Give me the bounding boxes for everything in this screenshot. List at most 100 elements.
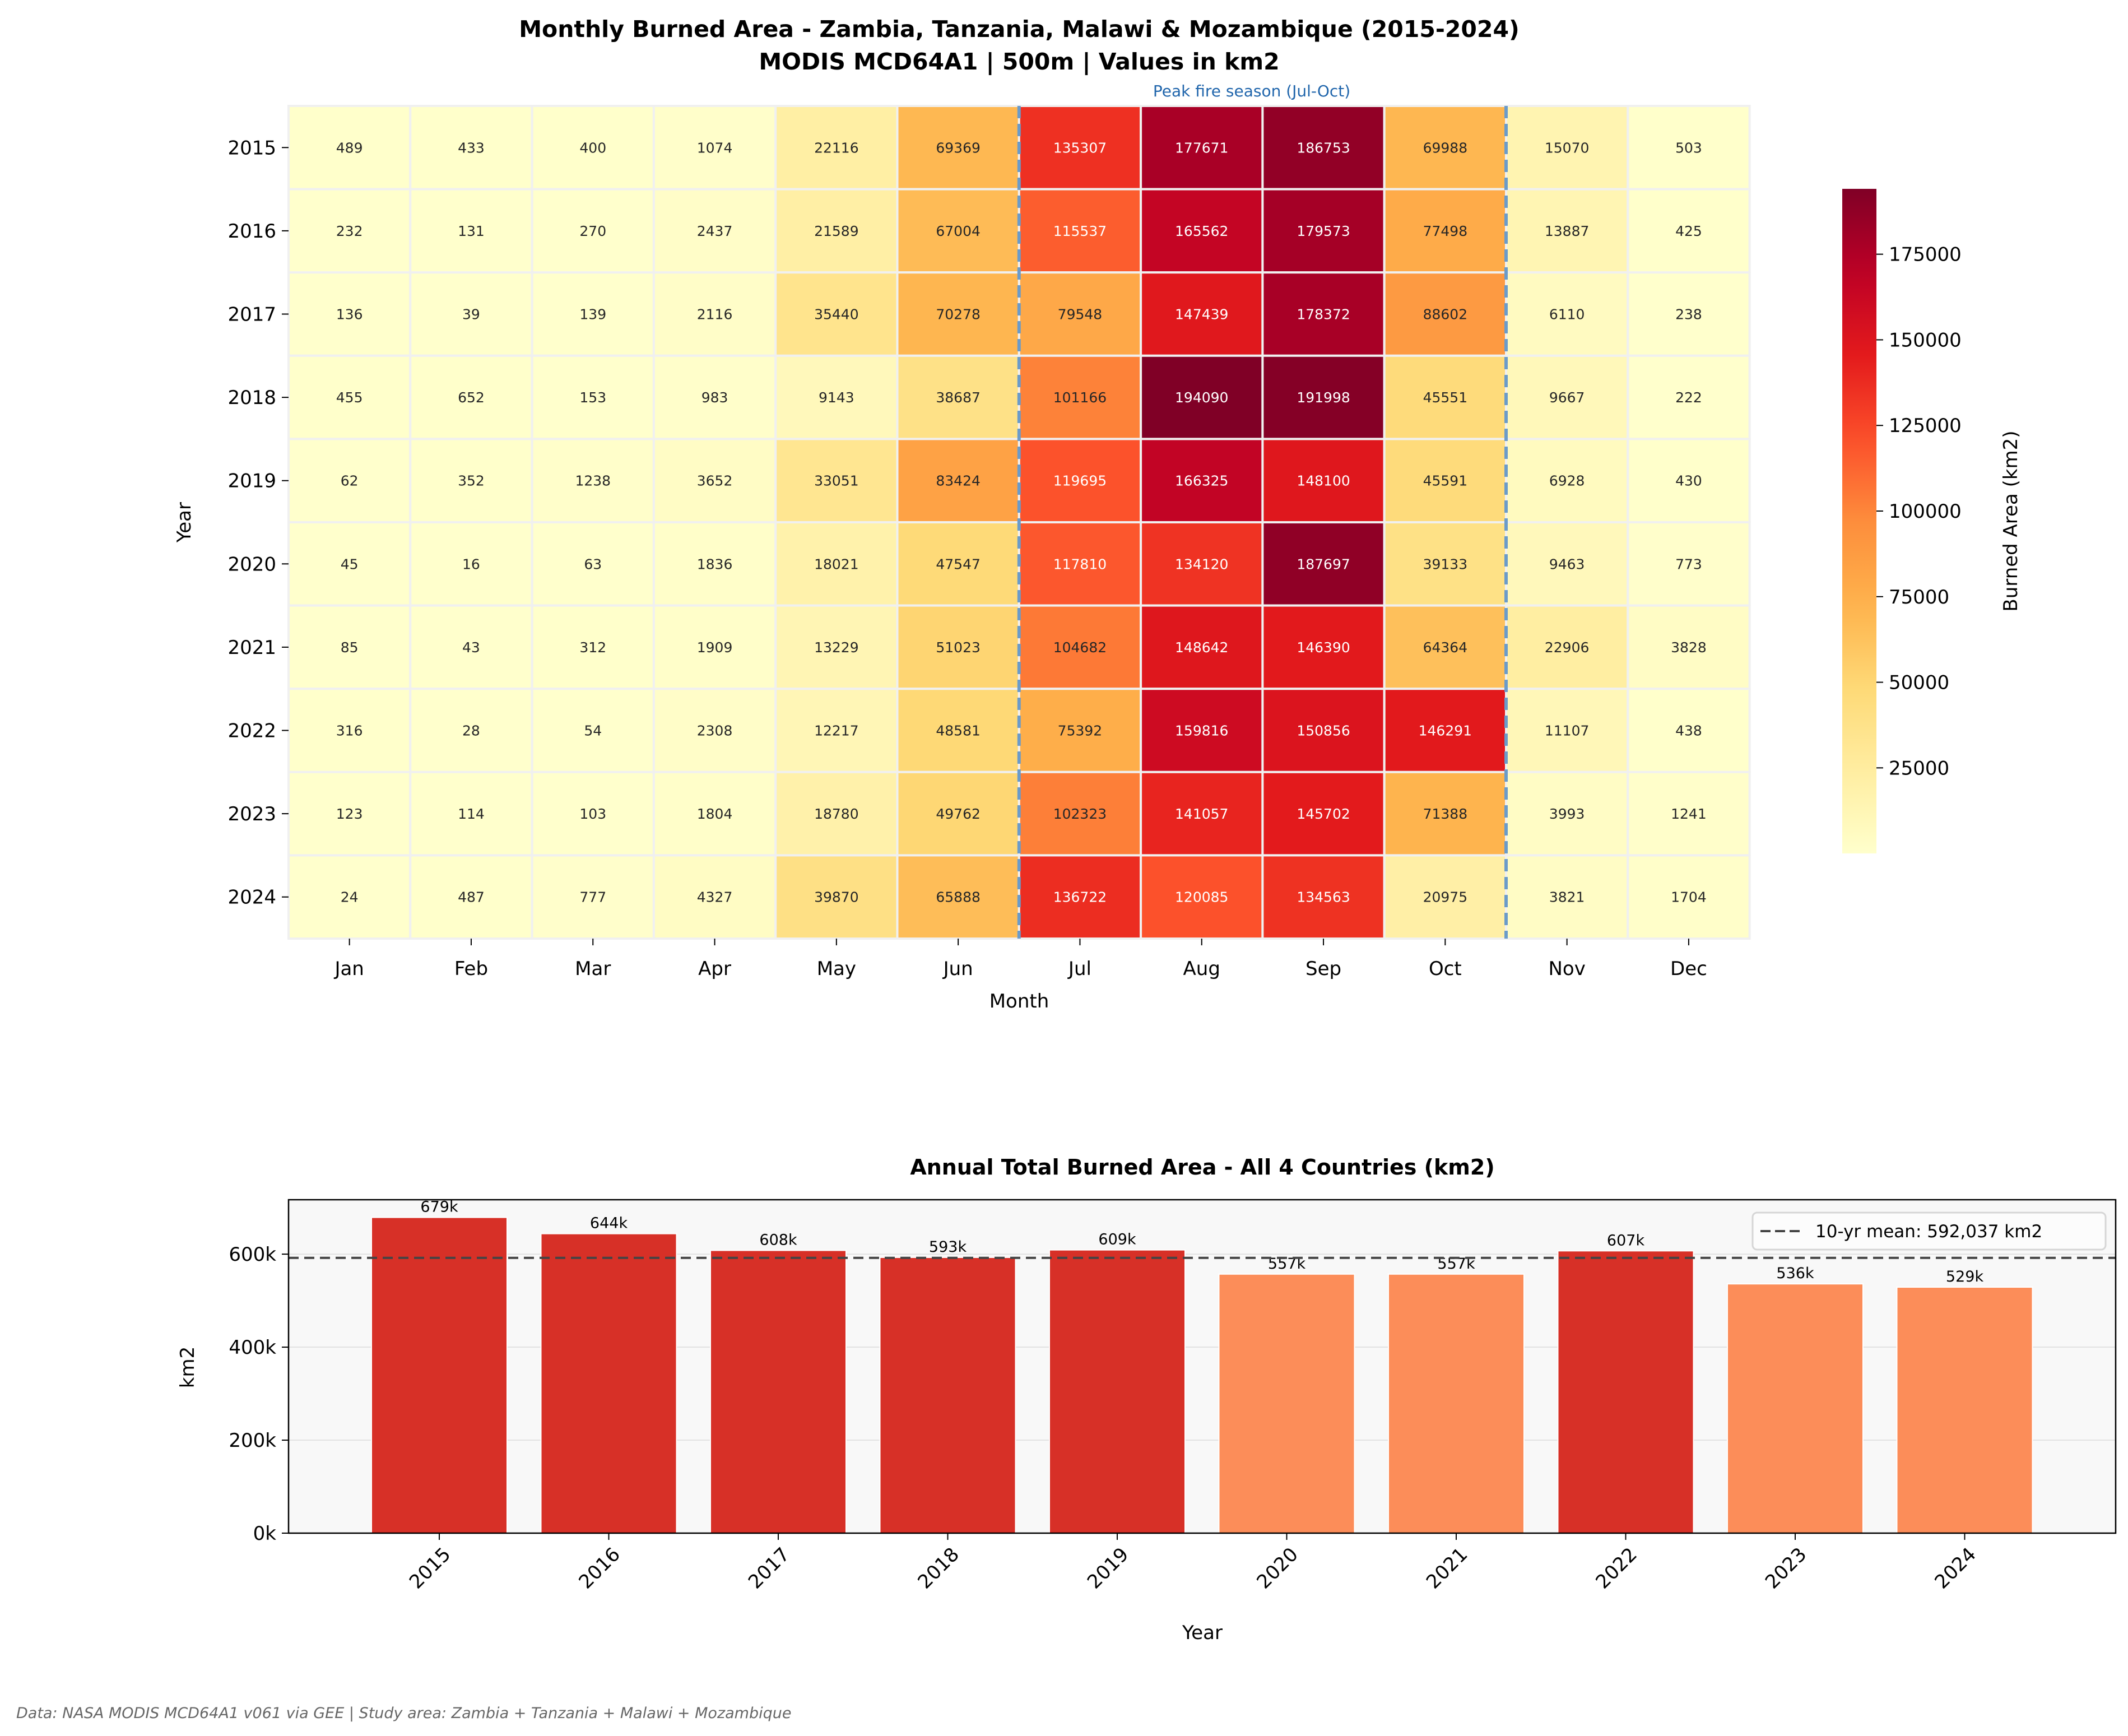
heatmap-cell xyxy=(652,688,777,773)
cell-value: 186753 xyxy=(1297,140,1350,156)
cell-value: 115537 xyxy=(1053,223,1107,239)
cell-value: 148100 xyxy=(1297,473,1350,489)
heatmap-cell xyxy=(652,770,777,857)
heatmap-cell xyxy=(774,271,899,357)
colorbar-tick-label: 25000 xyxy=(1889,757,1949,779)
cell-value: 191998 xyxy=(1297,389,1350,406)
heatmap-cell xyxy=(287,438,412,524)
bar xyxy=(540,1233,677,1534)
bar xyxy=(1388,1273,1525,1534)
cell-value: 400 xyxy=(579,140,606,156)
cell-value: 141057 xyxy=(1175,806,1228,822)
bar xyxy=(1896,1287,2033,1534)
x-tick-label: 2017 xyxy=(744,1543,794,1593)
heatmap-cell xyxy=(896,438,1020,524)
cell-value: 487 xyxy=(458,889,485,906)
cell-value: 316 xyxy=(336,723,363,739)
heatmap-cell xyxy=(1627,688,1751,773)
heatmap-cell xyxy=(652,271,777,357)
cell-value: 2116 xyxy=(697,307,733,323)
bar-axes-frame xyxy=(287,1199,2117,1534)
y-tick-label: 400k xyxy=(229,1336,276,1359)
y-tick-label: 2020 xyxy=(227,553,276,575)
x-tick-label: 2023 xyxy=(1761,1543,1811,1593)
heatmap-cell xyxy=(652,354,777,440)
heatmap-cell xyxy=(774,604,899,690)
y-axis-label: Year xyxy=(173,502,196,543)
heatmap-cell xyxy=(1140,854,1264,940)
heatmap-cell xyxy=(409,604,533,690)
heatmap-cell xyxy=(652,188,777,274)
cell-value: 35440 xyxy=(814,307,859,323)
legend-label: 10-yr mean: 592,037 km2 xyxy=(1815,1222,2042,1242)
cell-value: 45591 xyxy=(1423,473,1468,489)
cell-value: 6110 xyxy=(1549,307,1585,323)
cell-value: 438 xyxy=(1675,723,1702,739)
cell-value: 102323 xyxy=(1053,806,1107,822)
colorbar-tick-label: 75000 xyxy=(1889,586,1949,609)
heatmap-cell xyxy=(774,188,899,274)
heatmap-cell xyxy=(1017,854,1142,940)
cell-value: 20975 xyxy=(1423,889,1468,906)
cell-value: 77498 xyxy=(1423,223,1468,239)
heatmap-cell xyxy=(1261,354,1386,440)
bar-chart: Annual Total Burned Area - All 4 Countri… xyxy=(176,1155,2117,1644)
main-title-line2: MODIS MCD64A1 | 500m | Values in km2 xyxy=(759,48,1279,76)
heatmap-cell xyxy=(896,105,1020,191)
cell-value: 22116 xyxy=(814,140,859,156)
x-tick-label: 2021 xyxy=(1422,1543,1472,1593)
cell-value: 238 xyxy=(1675,307,1702,323)
cell-value: 33051 xyxy=(814,473,859,489)
heatmap-cell xyxy=(1627,188,1751,274)
y-tick-label: 2015 xyxy=(227,137,276,159)
cell-value: 430 xyxy=(1675,473,1702,489)
colorbar-label: Burned Area (km2) xyxy=(2000,430,2022,611)
cell-value: 69369 xyxy=(936,140,981,156)
bar-data-label: 644k xyxy=(590,1215,628,1232)
bar xyxy=(1557,1250,1694,1534)
bar-data-label: 536k xyxy=(1776,1265,1814,1282)
y-tick-label: 2018 xyxy=(227,387,276,409)
x-axis-label: Year xyxy=(1182,1622,1223,1644)
cell-value: 9143 xyxy=(819,389,854,406)
heatmap-cell xyxy=(774,854,899,940)
y-tick-label: 2017 xyxy=(227,304,276,326)
heatmap-cell xyxy=(1627,105,1751,191)
cell-value: 75392 xyxy=(1058,723,1103,739)
bar xyxy=(879,1256,1016,1534)
bar-chart-title: Annual Total Burned Area - All 4 Countri… xyxy=(910,1155,1494,1180)
x-tick-label: Jan xyxy=(333,958,364,980)
cell-value: 123 xyxy=(336,806,363,822)
colorbar-scale xyxy=(1842,189,1876,853)
heatmap-cell xyxy=(896,354,1020,440)
y-tick-label: 2023 xyxy=(227,803,276,825)
heatmap-cell xyxy=(287,688,412,773)
heatmap-cell xyxy=(531,438,655,524)
cell-value: 773 xyxy=(1675,556,1702,572)
heatmap-cell xyxy=(1627,521,1751,607)
cell-value: 503 xyxy=(1675,140,1702,156)
cell-value: 120085 xyxy=(1175,889,1228,906)
heatmap-cell xyxy=(1017,188,1142,274)
cell-value: 18780 xyxy=(814,806,859,822)
cell-value: 352 xyxy=(458,473,485,489)
heatmap-cell xyxy=(1383,188,1507,274)
heatmap-cell xyxy=(287,354,412,440)
x-tick-label: 2016 xyxy=(574,1543,624,1593)
cell-value: 45551 xyxy=(1423,389,1468,406)
heatmap-cell xyxy=(1140,521,1264,607)
heatmap-cell xyxy=(1261,604,1386,690)
cell-value: 455 xyxy=(336,389,363,406)
cell-value: 51023 xyxy=(936,639,981,656)
cell-value: 39870 xyxy=(814,889,859,906)
cell-value: 45 xyxy=(341,556,359,572)
heatmap-cell xyxy=(652,854,777,940)
heatmap-cell xyxy=(1627,854,1751,940)
heatmap-cell xyxy=(1017,688,1142,773)
y-axis-label: km2 xyxy=(176,1347,199,1388)
cell-value: 63 xyxy=(584,556,602,572)
cell-value: 70278 xyxy=(936,307,981,323)
cell-value: 3821 xyxy=(1549,889,1585,906)
heatmap-cell xyxy=(1140,188,1264,274)
